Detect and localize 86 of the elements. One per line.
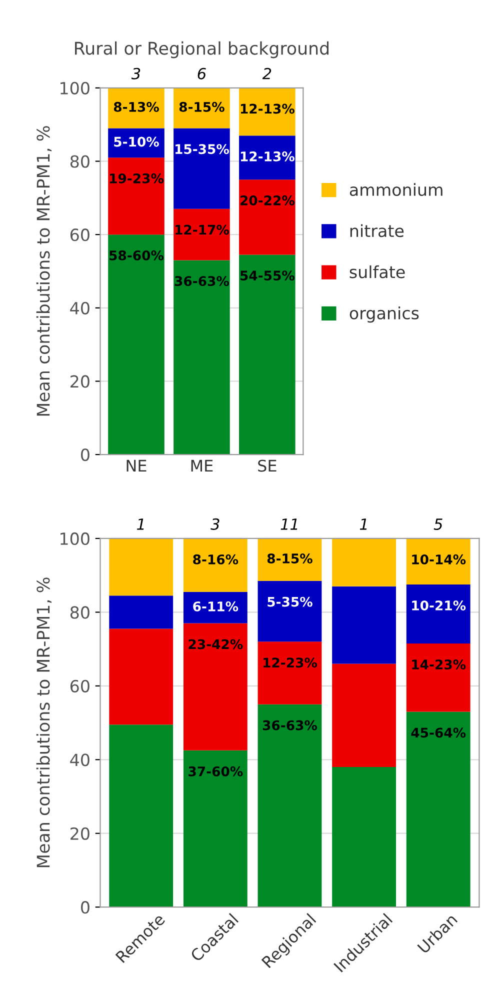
bar	[174, 128, 230, 209]
annotation: 45-64%	[411, 728, 466, 738]
bar	[183, 750, 248, 908]
annotation: 12-13%	[240, 104, 294, 114]
annotation: 12-17%	[175, 224, 230, 235]
bar	[406, 584, 470, 644]
y-axis-title: Mean contributions to MR-PM1, %	[36, 578, 52, 868]
y-tick-label: 0	[81, 901, 90, 914]
bar	[332, 586, 396, 664]
y-axis-title: Mean contributions to MR-PM1, %	[36, 126, 52, 416]
bar	[108, 128, 164, 158]
y-tick-label: 60	[70, 228, 90, 242]
y-tick-label: 20	[70, 827, 90, 840]
text: 5	[434, 518, 442, 530]
y-tick-label: 100	[60, 532, 90, 546]
text: 3	[210, 518, 220, 530]
bar	[239, 254, 296, 455]
chart-title: Rural or Regional background	[75, 41, 329, 58]
text: 6	[198, 68, 206, 80]
bar	[258, 704, 322, 908]
bar	[183, 538, 248, 592]
annotation: 36-63%	[262, 720, 318, 730]
x-tick-label: NE	[126, 460, 146, 472]
annotation: 5-35%	[268, 596, 312, 607]
bar	[174, 260, 230, 455]
annotation: 19-23%	[110, 173, 164, 184]
bar	[183, 592, 248, 624]
bar	[406, 644, 470, 712]
bar	[108, 88, 164, 128]
annotation: 8-13%	[114, 102, 159, 112]
annotation: 8-15%	[179, 102, 224, 112]
bar	[109, 538, 174, 596]
y-tick-label: 20	[70, 375, 90, 388]
annotation: 37-60%	[188, 766, 243, 776]
y-tick-label: 40	[70, 754, 90, 766]
y-tick-label: 80	[70, 155, 90, 168]
annotation: 58-60%	[110, 250, 164, 260]
bar	[109, 596, 174, 629]
bar	[109, 628, 174, 725]
bar	[239, 136, 296, 180]
bar	[406, 712, 470, 908]
annotation: 15-35%	[175, 144, 230, 154]
x-tick-label: SE	[258, 460, 276, 472]
annotation: 5-10%	[114, 136, 159, 147]
annotation: 54-55%	[240, 270, 294, 281]
annotation: 10-21%	[412, 600, 466, 610]
bar	[332, 538, 396, 586]
bar	[183, 623, 248, 750]
bar	[239, 180, 296, 255]
bar	[239, 88, 296, 136]
bar	[174, 88, 230, 128]
annotation: 14-23%	[412, 659, 466, 670]
annotation: 20-22%	[240, 195, 294, 206]
bar	[108, 158, 164, 235]
text: 1	[137, 518, 144, 530]
y-tick-label: 100	[60, 82, 90, 94]
bar	[109, 724, 174, 908]
text: 1	[360, 518, 367, 530]
y-tick-label: 40	[70, 302, 90, 314]
legend-label: ammonium	[350, 183, 442, 196]
x-tick-label: ME	[191, 460, 213, 472]
bar	[174, 208, 230, 260]
bar	[258, 580, 322, 642]
bar	[258, 538, 322, 581]
annotation: 8-16%	[193, 554, 238, 564]
bar	[406, 538, 470, 585]
y-tick-label: 0	[81, 448, 90, 462]
annotation: 6-11%	[193, 601, 238, 612]
legend-label: nitrate	[350, 224, 404, 238]
bar	[332, 664, 396, 768]
bar	[332, 767, 396, 908]
bar	[108, 234, 164, 455]
text: 3	[131, 68, 140, 80]
text: 2	[262, 68, 272, 80]
text: 11	[280, 518, 298, 530]
bar	[258, 642, 322, 704]
y-tick-label: 60	[70, 680, 90, 692]
annotation: 12-13%	[240, 151, 294, 162]
legend-label: sulfate	[350, 265, 405, 278]
y-tick-label: 80	[70, 606, 90, 619]
annotation: 36-63%	[174, 276, 230, 286]
legend-label: organics	[350, 306, 419, 323]
annotation: 10-14%	[412, 554, 466, 564]
annotation: 12-23%	[264, 658, 318, 668]
annotation: 8-15%	[267, 554, 312, 564]
annotation: 23-42%	[188, 639, 243, 650]
